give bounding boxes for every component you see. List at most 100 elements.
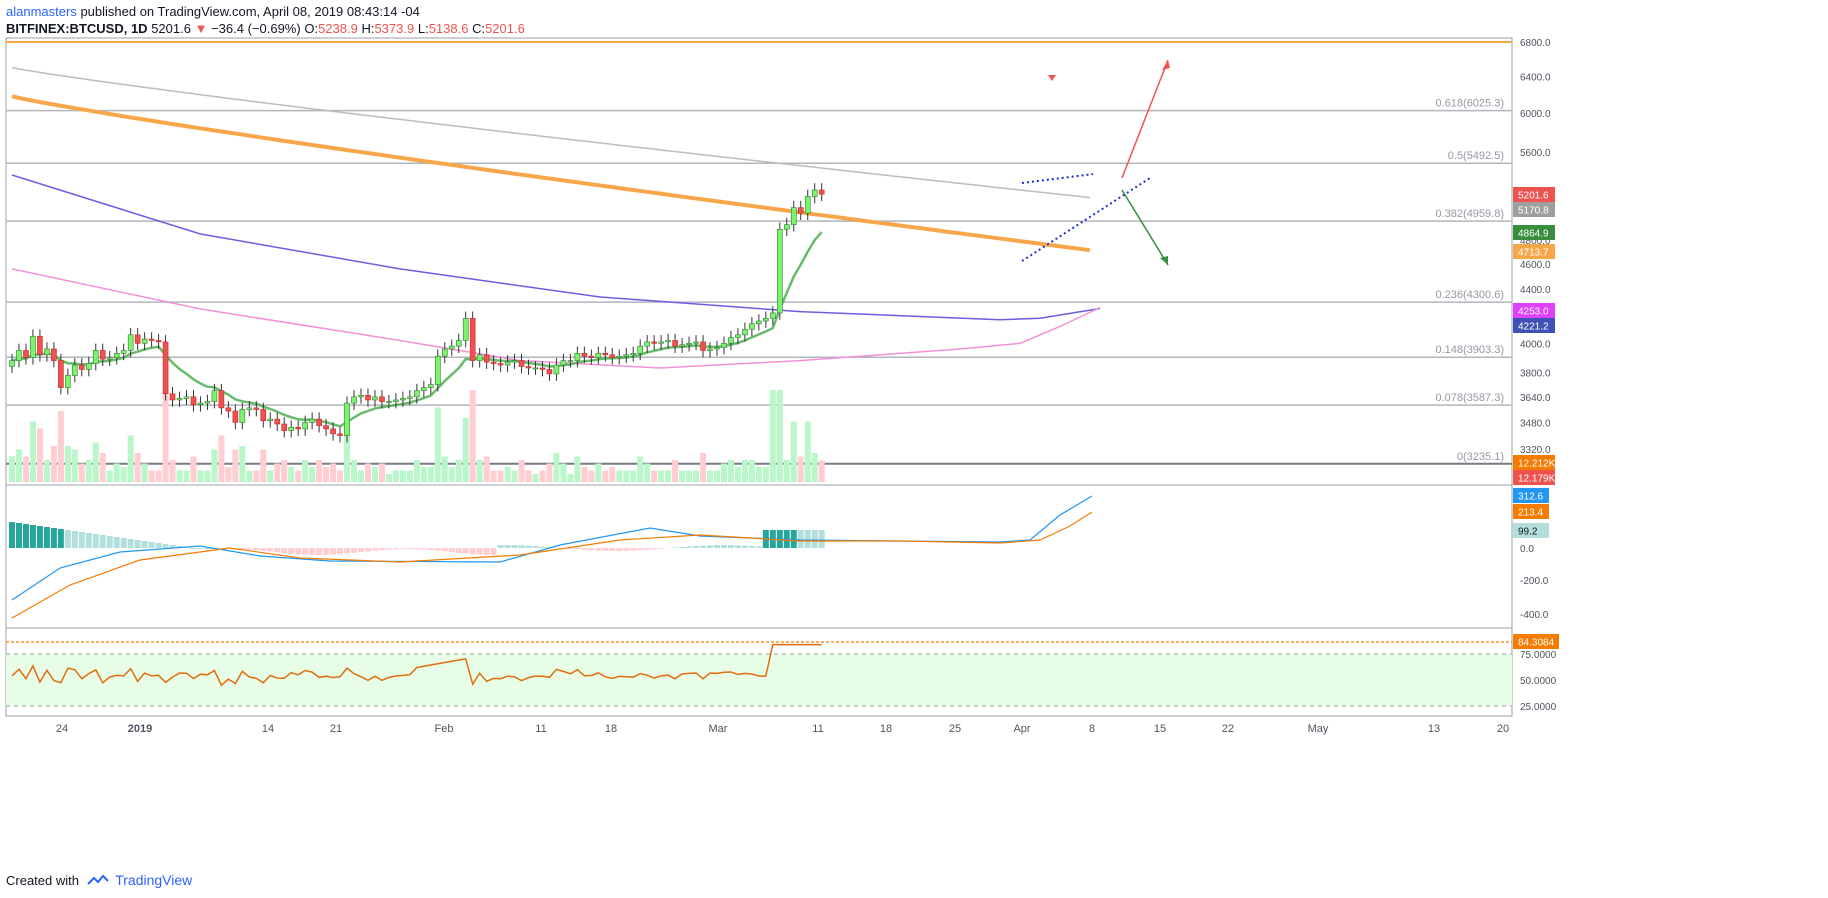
macd-histogram-bar	[483, 548, 490, 555]
candle-body	[51, 348, 57, 361]
price-tag-label: 5170.8	[1518, 206, 1549, 217]
volume-bar	[720, 463, 727, 482]
macd-histogram-bar	[337, 548, 344, 555]
candle-body	[427, 384, 434, 388]
down-arrow-icon: ▼	[194, 21, 208, 36]
footer: Created with TradingView	[6, 872, 192, 888]
candle-body	[407, 396, 413, 399]
volume-bar	[316, 460, 323, 482]
volume-bar	[783, 460, 790, 482]
candle-body	[714, 347, 720, 350]
candle-body	[358, 394, 364, 398]
volume-bar	[92, 442, 99, 482]
price-tag	[1513, 455, 1555, 470]
candle-body	[295, 426, 301, 430]
volume-bar	[267, 470, 274, 482]
volume-bar	[588, 470, 595, 482]
macd-line	[11, 495, 1093, 601]
candle-body	[679, 344, 685, 347]
price-axis-tick: 6000.0	[1520, 109, 1551, 120]
macd-histogram-bar	[239, 548, 246, 550]
volume-bar	[378, 463, 385, 482]
macd-histogram-bar	[679, 546, 686, 548]
macd-histogram-bar	[462, 548, 469, 554]
volume-bar	[71, 449, 78, 482]
volume-bar	[539, 470, 546, 482]
volume-bar	[490, 470, 497, 482]
macd-histogram-bar	[818, 530, 825, 548]
macd-histogram-bar	[106, 536, 113, 548]
price-axis-tick: 3800.0	[1520, 368, 1551, 379]
volume-bar	[385, 474, 392, 482]
price-tag-label: 4864.9	[1518, 229, 1549, 240]
macd-histogram-bar	[595, 548, 602, 551]
macd-histogram-bar	[658, 548, 665, 549]
volume-bar	[9, 456, 15, 482]
price-axis-tick: 6400.0	[1520, 72, 1551, 83]
rsi-line	[11, 643, 822, 687]
volume-bar	[176, 470, 183, 482]
close-value: 5201.6	[485, 21, 525, 36]
wedge-lower-line	[1021, 177, 1151, 262]
macd-histogram-bar	[490, 548, 497, 555]
volume-bar	[462, 418, 469, 482]
price-tag	[1513, 202, 1555, 217]
volume-bar	[169, 460, 176, 482]
volume-bar	[330, 463, 337, 482]
fib-level-label: 0(3235.1)	[1457, 451, 1504, 463]
volume-bar	[274, 463, 281, 482]
candle-body	[281, 423, 288, 431]
x-axis-tick: 20	[1497, 723, 1509, 735]
macd-histogram-bar	[148, 542, 155, 548]
volume-bar	[225, 467, 232, 482]
candle-body	[483, 354, 490, 363]
tradingview-logo-icon	[86, 874, 109, 885]
macd-histogram-bar	[155, 543, 162, 548]
open-label: O:	[304, 21, 319, 36]
down-arrow-line	[1121, 189, 1169, 266]
candle-body	[204, 401, 211, 404]
volume-bar	[546, 463, 553, 482]
volume-bar	[218, 435, 225, 482]
macd-histogram-bar	[406, 548, 413, 550]
wedge-upper-line	[1021, 173, 1094, 184]
candle-body	[735, 334, 741, 338]
candle-body	[197, 402, 204, 406]
candle-body	[330, 428, 336, 435]
candle-body	[127, 334, 134, 351]
rsi-axis-tick: 75.0000	[1520, 650, 1557, 661]
macd-histogram-bar	[588, 548, 595, 551]
volume-bar	[623, 470, 630, 482]
macd-histogram-bar	[50, 528, 57, 548]
candle-body	[379, 396, 385, 402]
x-axis-tick: 21	[330, 723, 342, 735]
tradingview-link[interactable]: TradingView	[115, 872, 193, 888]
symbol-name[interactable]: BITFINEX:BTCUSD, 1D	[6, 21, 148, 36]
macd-axis-tick: -200.0	[1520, 576, 1549, 587]
last-price: 5201.6	[151, 21, 191, 36]
volume-bar	[232, 449, 239, 482]
rsi-band	[6, 654, 1512, 706]
macd-histogram-bar	[162, 544, 169, 548]
volume-bar	[651, 470, 658, 482]
macd-histogram-bar	[36, 526, 43, 548]
author-link[interactable]: alanmasters	[6, 4, 77, 19]
candle-body	[693, 341, 699, 344]
rsi-axis-tick: 25.0000	[1520, 702, 1557, 713]
x-axis-tick: 24	[56, 723, 68, 735]
volume-bar	[323, 467, 330, 482]
candle-body	[302, 422, 308, 430]
volume-bar	[302, 460, 309, 482]
candle-body	[525, 366, 532, 369]
macd-histogram-bar	[399, 548, 406, 550]
volume-bar	[762, 467, 769, 482]
price-tag-label: 12.179K	[1518, 474, 1556, 485]
plot-frame	[5, 37, 1513, 717]
macd-histogram-bar	[644, 548, 651, 550]
candle-body	[183, 396, 190, 399]
candle-body	[414, 390, 420, 398]
volume-bar	[57, 411, 64, 482]
publish-info: alanmasters published on TradingView.com…	[6, 4, 420, 20]
macd-histogram-bar	[392, 548, 399, 550]
